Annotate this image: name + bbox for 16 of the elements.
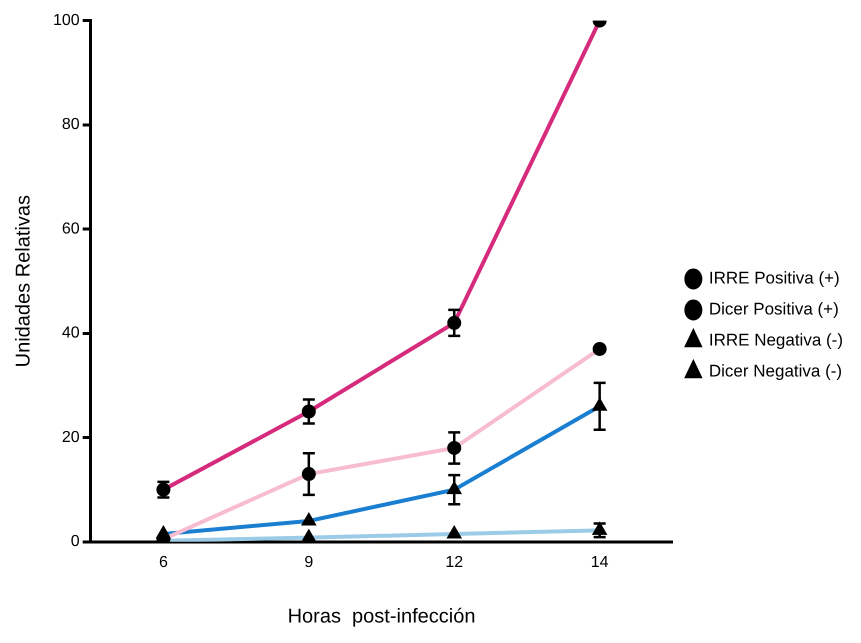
x-tick-label: 14 (590, 554, 609, 571)
y-tick-label: 40 (62, 324, 80, 342)
y-axis-title: Unidades Relativas (12, 195, 35, 368)
x-tick-label: 9 (304, 554, 314, 571)
legend-label: Dicer Positiva (+) (708, 300, 839, 319)
x-tick-label: 12 (445, 554, 464, 571)
legend-label: IRRE Positiva (+) (708, 268, 840, 288)
y-tick-label: 20 (62, 428, 80, 446)
legend-label: Dicer Negativa (-) (708, 362, 842, 381)
y-tick-label: 100 (52, 12, 80, 30)
x-tick-label: 6 (158, 554, 168, 571)
y-tick-label: 80 (62, 116, 80, 134)
legend-label: IRRE Negativa (-) (708, 330, 843, 350)
x-axis-title: Horas post-infección (288, 606, 476, 628)
y-tick-label: 0 (70, 533, 80, 550)
y-tick-label: 60 (62, 220, 80, 238)
